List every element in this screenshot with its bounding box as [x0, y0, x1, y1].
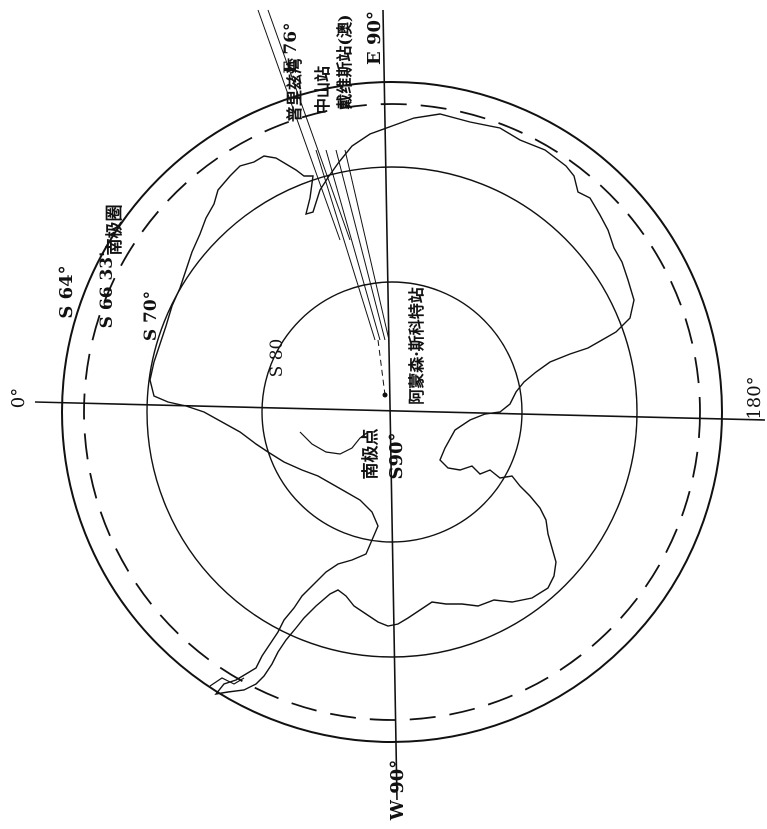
station-line-4: [344, 149, 390, 341]
meridian-e90-label: E 90°: [364, 11, 385, 65]
latitude-s64-label: S 64°: [56, 265, 77, 318]
peninsula-detail: [209, 677, 245, 687]
meridian-0-label: 0°: [8, 388, 29, 408]
latitude-circle-antarctic: [83, 103, 701, 721]
east76-leader: [267, 9, 351, 241]
latitude-s80-label: S 80: [267, 339, 287, 378]
davis-label: 戴维斯站(澳): [335, 14, 354, 109]
pole-lat-label: S90°: [386, 432, 407, 479]
meridian-0-180: [34, 401, 766, 421]
station-line-3: [335, 149, 386, 341]
meridian-90: [382, 9, 398, 801]
zhongshan-label: 中山站: [313, 66, 332, 114]
east76-leader-2: [257, 9, 341, 241]
pole-name-label: 南极点: [360, 429, 381, 480]
antarctic-circle-label: 南极圈: [104, 205, 125, 256]
meridian-e76-label: E 76°: [281, 22, 301, 73]
bay-label: 普里兹湾: [285, 58, 304, 122]
pole-marker-icon: [382, 392, 388, 398]
antarctica-coastline: [149, 113, 635, 695]
inner-coast-detail: [299, 431, 369, 455]
latitude-s70-label: S 70°: [141, 291, 161, 341]
amundsen-scott-label: 阿蒙森·斯科特站: [407, 287, 426, 405]
station-line-1: [315, 149, 376, 341]
meridian-w90-label: W 90°: [387, 760, 408, 822]
latitude-s6633-label: S 66 33': [97, 252, 117, 329]
station-line-2: [325, 149, 381, 341]
meridian-180-label: 180°: [744, 376, 765, 419]
latitude-circle-s70: [146, 166, 638, 658]
pole-dashline: [377, 339, 386, 396]
latitude-circle-s64: [61, 81, 723, 743]
